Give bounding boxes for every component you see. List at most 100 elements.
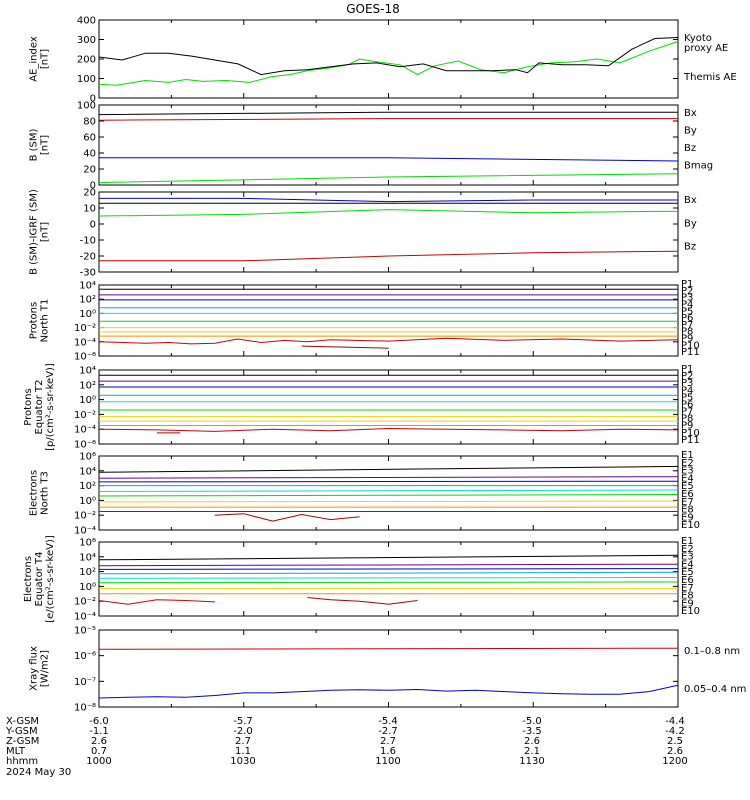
legend-entry: P8: [681, 414, 693, 425]
y-tick-label: 10⁻²: [74, 410, 96, 421]
panel-frame: [98, 191, 679, 273]
ephem-value: 2.7: [380, 736, 396, 747]
ephem-row-label: hhmm: [6, 756, 38, 767]
ephem-value: -5.0: [522, 716, 542, 727]
legend-entry: E8: [681, 591, 694, 602]
legend-entry: E9: [681, 598, 694, 609]
series-line: [99, 157, 679, 162]
series-line: [98, 647, 679, 650]
y-axis-label: ProtonsEquator T2[p/(cm²-s-sr-keV)]: [23, 363, 56, 451]
y-tick-label: 10⁻⁴: [74, 526, 96, 537]
legend-entry: E1: [681, 536, 694, 547]
legend-entry: E6: [681, 489, 694, 500]
ephem-value: 0.7: [91, 746, 107, 757]
y-axis-label-line: [nT]: [40, 222, 51, 242]
y-tick-label: 0: [90, 94, 96, 105]
y-axis-label-line: AE_index: [29, 36, 40, 82]
legend-entry: E6: [681, 575, 694, 586]
y-tick-label: 10²: [79, 380, 96, 391]
legend-entry: P9: [681, 421, 693, 432]
legend-entry: P6: [681, 399, 693, 410]
legend-entry: P10: [681, 428, 700, 439]
legend-entry: P10: [681, 340, 700, 351]
series-line: [98, 41, 679, 86]
y-axis-label-line: Equator T2: [34, 380, 45, 435]
legend-entry: P2: [681, 371, 693, 382]
y-tick-label: 10⁻²: [74, 597, 96, 608]
ephem-value: 1030: [230, 756, 255, 767]
y-tick-label: 10⁻²: [74, 511, 96, 522]
series-line: [98, 111, 678, 116]
series-line: [98, 209, 679, 217]
legend-entry: E4: [681, 559, 694, 570]
y-tick-label: -10: [80, 236, 96, 247]
y-tick-label: 100: [77, 101, 96, 112]
ephem-value: -5.7: [233, 716, 253, 727]
legend: 0.1–0.8 nm 0.05–0.4 nm: [684, 646, 746, 695]
series-line: [98, 568, 679, 570]
y-tick-label: 0: [90, 220, 96, 231]
y-tick-label: 10⁻⁶: [74, 352, 96, 363]
y-tick-label: 10⁴: [79, 466, 96, 477]
y-axis-label-line: Protons: [29, 302, 40, 339]
y-tick-label: 400: [77, 16, 96, 27]
y-tick-label: 10²: [79, 567, 96, 578]
legend-entry: P1: [681, 364, 693, 375]
y-tick-label: 10⁻⁴: [74, 612, 96, 623]
panel-frame: [98, 541, 679, 617]
y-tick-label: 10⁻⁶: [74, 651, 96, 662]
series-line: [98, 494, 679, 497]
y-axis-label-line: [W/m2]: [40, 650, 51, 687]
legend-entry: Bx: [684, 195, 697, 206]
ephemeris-table: X-GSM -6.0 -5.7 -5.4 -5.0 -4.4 Y-GSM -1.1 -2.0 -2…: [5, 716, 688, 767]
y-tick-label: 10⁰: [79, 395, 96, 406]
y-tick-label: 20: [83, 188, 96, 199]
ephem-row-label: Y-GSM: [5, 726, 38, 737]
panel-frame: [98, 284, 679, 357]
legend-entry: 0.05–0.4 nm: [684, 684, 746, 695]
y-tick-label: -30: [80, 268, 96, 279]
ephem-value: 2.5: [667, 736, 683, 747]
y-tick-label: 0: [90, 181, 96, 192]
legend: Bx By Bz Bmag: [684, 108, 713, 172]
series-line: [98, 480, 679, 483]
legend-entry: E10: [681, 606, 700, 617]
y-tick-label: 10⁶: [79, 452, 96, 463]
ephem-value: -1.1: [89, 726, 109, 737]
panel-2: 0 20 40 60 80 100 B (SM)[nT] Bx By Bz Bmag: [29, 101, 714, 192]
legend-entry: P4: [681, 299, 693, 310]
legend-entry: P2: [681, 286, 693, 297]
y-tick-label: 10⁻⁴: [74, 425, 96, 436]
y-axis-label-line: North T3: [40, 471, 51, 515]
ephem-value: 2.1: [524, 746, 540, 757]
legend-entry: E4: [681, 473, 694, 484]
legend-entry: Bz: [684, 242, 696, 253]
ephem-value: 1000: [86, 756, 111, 767]
y-axis-label-line: [p/(cm²-s-sr-keV)]: [45, 363, 56, 451]
series-line: [98, 563, 679, 567]
legend-entry: E8: [681, 505, 694, 516]
y-tick-label: 60: [83, 133, 96, 144]
legend-entry: proxy AE: [684, 43, 728, 54]
legend-entry: E2: [681, 544, 694, 555]
ephem-value: -4.2: [665, 726, 685, 737]
ephem-value: -4.4: [665, 716, 685, 727]
legend-entry: P8: [681, 327, 693, 338]
y-tick-label: 10⁴: [79, 281, 96, 292]
ephem-value: 1130: [519, 756, 544, 767]
legend-entry: E5: [681, 567, 694, 578]
y-axis-label: Xray flux[W/m2]: [29, 646, 51, 691]
y-axis-label-line: [e/(cm²-s-sr-keV)]: [45, 535, 56, 623]
legend-entry: By: [684, 218, 697, 229]
ephem-value: 1100: [375, 756, 400, 767]
panel-frame: [98, 629, 679, 708]
series-line: [301, 345, 389, 349]
y-axis-label-line: Equator T4: [34, 552, 45, 607]
series-line: [98, 489, 679, 492]
y-tick-label: 10⁻⁵: [74, 626, 96, 637]
